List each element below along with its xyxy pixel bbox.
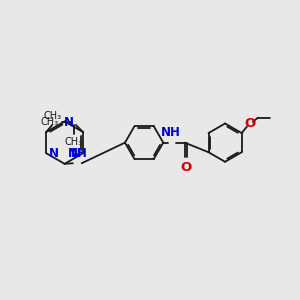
Text: N: N (71, 147, 81, 160)
Text: N: N (49, 147, 58, 160)
Text: O: O (180, 161, 191, 174)
Text: N: N (64, 116, 74, 128)
Text: O: O (244, 117, 256, 130)
Text: CH₃: CH₃ (64, 137, 82, 147)
Text: CH₃: CH₃ (40, 117, 58, 127)
Text: CH₃: CH₃ (44, 111, 62, 121)
Text: NH: NH (161, 126, 181, 139)
Text: NH: NH (68, 147, 88, 160)
